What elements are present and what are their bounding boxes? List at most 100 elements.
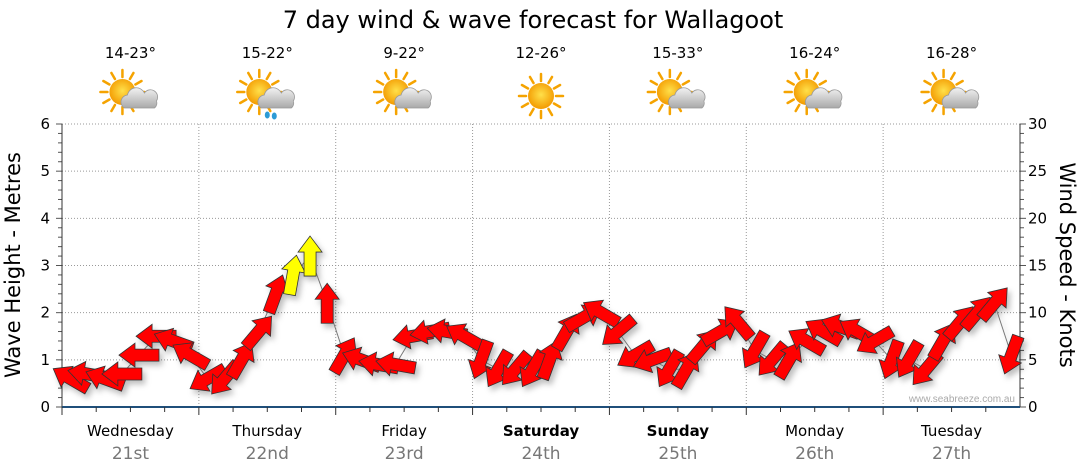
left-tick-label: 4 xyxy=(40,209,50,227)
day-date-label: 25th xyxy=(658,444,697,464)
wind-arrows xyxy=(52,235,1025,395)
right-axis-label: Wind Speed - Knots xyxy=(1055,162,1079,367)
sun-ray xyxy=(110,103,117,113)
sun-ray xyxy=(547,75,554,85)
partly-cloudy-icon xyxy=(920,68,980,116)
sun-ray xyxy=(110,71,117,81)
right-tick-label: 30 xyxy=(1028,115,1047,133)
day-name-label: Saturday xyxy=(503,422,580,440)
watermark: www.seabreeze.com.au xyxy=(908,394,1015,405)
sun-ray xyxy=(528,107,535,117)
partly-cloudy-icon xyxy=(372,68,432,116)
sun-ray xyxy=(520,102,530,109)
wind-arrow xyxy=(375,351,417,377)
wind-arrow xyxy=(172,342,212,371)
partly-cloudy-icon xyxy=(99,68,159,116)
day-date-label: 24th xyxy=(521,444,560,464)
day-date-label: 22nd xyxy=(246,444,289,464)
sun-ray xyxy=(786,98,795,105)
sun-ray xyxy=(681,79,691,86)
sun-ray xyxy=(923,79,932,86)
sun xyxy=(528,83,554,109)
wind-arrow xyxy=(856,325,896,354)
sun-ray xyxy=(265,71,272,81)
sun-ray xyxy=(102,79,111,86)
cloud xyxy=(668,87,706,109)
sun-ray xyxy=(949,71,956,81)
wind-arrow xyxy=(976,287,1008,323)
day-date-label: 27th xyxy=(932,444,971,464)
sun-ray xyxy=(238,79,248,86)
sun-ray xyxy=(676,71,683,81)
sun-ray xyxy=(247,71,254,81)
right-tick-label: 20 xyxy=(1028,209,1047,227)
wind-arrow xyxy=(240,315,273,352)
temperature-range: 16-28° xyxy=(926,44,977,62)
sun-ray xyxy=(134,79,143,86)
day-name-label: Monday xyxy=(785,422,844,440)
sun-ray xyxy=(547,107,554,117)
right-tick-label: 15 xyxy=(1028,257,1047,275)
wind-arrow xyxy=(602,313,638,345)
sunny-icon xyxy=(517,72,565,120)
temperature-range: 9-22° xyxy=(383,44,425,62)
temperature-range: 14-23° xyxy=(105,44,156,62)
day-name-label: Sunday xyxy=(647,422,710,440)
sun-ray xyxy=(247,103,254,113)
wind-arrow xyxy=(724,306,756,342)
day-name-label: Thursday xyxy=(231,422,302,440)
daily-weather: 14-23° 15-22° 9-22° 12-26° 15-33° 16-24° 16-28… xyxy=(99,44,980,120)
day-name-label: Friday xyxy=(381,422,427,440)
showers-icon xyxy=(236,68,295,120)
wind-arrow xyxy=(85,365,127,392)
right-tick-label: 5 xyxy=(1028,351,1038,369)
wind-arrow xyxy=(699,318,739,348)
day-date-label: 23rd xyxy=(385,444,424,464)
right-tick-label: 25 xyxy=(1028,162,1047,180)
sun-ray xyxy=(657,71,664,81)
rain-drop xyxy=(264,111,270,119)
sun-ray xyxy=(407,79,417,86)
chart-title: 7 day wind & wave forecast for Wallagoot xyxy=(283,6,784,34)
sun-ray xyxy=(818,79,828,86)
sun-ray xyxy=(649,79,659,86)
left-tick-label: 0 xyxy=(40,398,50,416)
wind-arrow xyxy=(773,341,802,381)
sun-ray xyxy=(102,98,111,105)
cloud xyxy=(120,87,159,109)
sun-ray xyxy=(812,71,819,81)
partly-cloudy-icon xyxy=(646,68,706,116)
temperature-range: 15-22° xyxy=(242,44,293,62)
sun-ray xyxy=(794,103,801,113)
sun-ray xyxy=(923,98,932,105)
sun-ray xyxy=(649,98,659,105)
sun-ray xyxy=(375,79,385,86)
sun-ray xyxy=(528,75,535,85)
sun-ray xyxy=(271,79,280,86)
left-tick-label: 2 xyxy=(40,304,50,322)
cloud xyxy=(257,87,295,109)
wind-arrow xyxy=(998,333,1025,375)
sun-ray xyxy=(383,71,390,81)
cloud xyxy=(804,87,843,109)
cloud xyxy=(941,87,980,109)
sun-ray xyxy=(955,79,964,86)
left-axis-label: Wave Height - Metres xyxy=(1,152,25,378)
grid-lines xyxy=(62,123,1020,407)
left-tick-label: 5 xyxy=(40,162,50,180)
wind-arrow xyxy=(52,365,92,395)
wind-arrow xyxy=(314,282,340,324)
left-tick-label: 1 xyxy=(40,351,50,369)
wind-arrow xyxy=(118,342,160,368)
sun-ray xyxy=(931,71,938,81)
sun-ray xyxy=(786,79,795,86)
sun-ray xyxy=(402,71,409,81)
wind-arrow xyxy=(582,299,622,329)
sun-ray xyxy=(552,102,562,109)
sun-ray xyxy=(794,71,801,81)
temperature-range: 16-24° xyxy=(789,44,840,62)
right-tick-label: 0 xyxy=(1028,398,1038,416)
sun-ray xyxy=(383,103,390,113)
sun-ray xyxy=(657,103,664,113)
